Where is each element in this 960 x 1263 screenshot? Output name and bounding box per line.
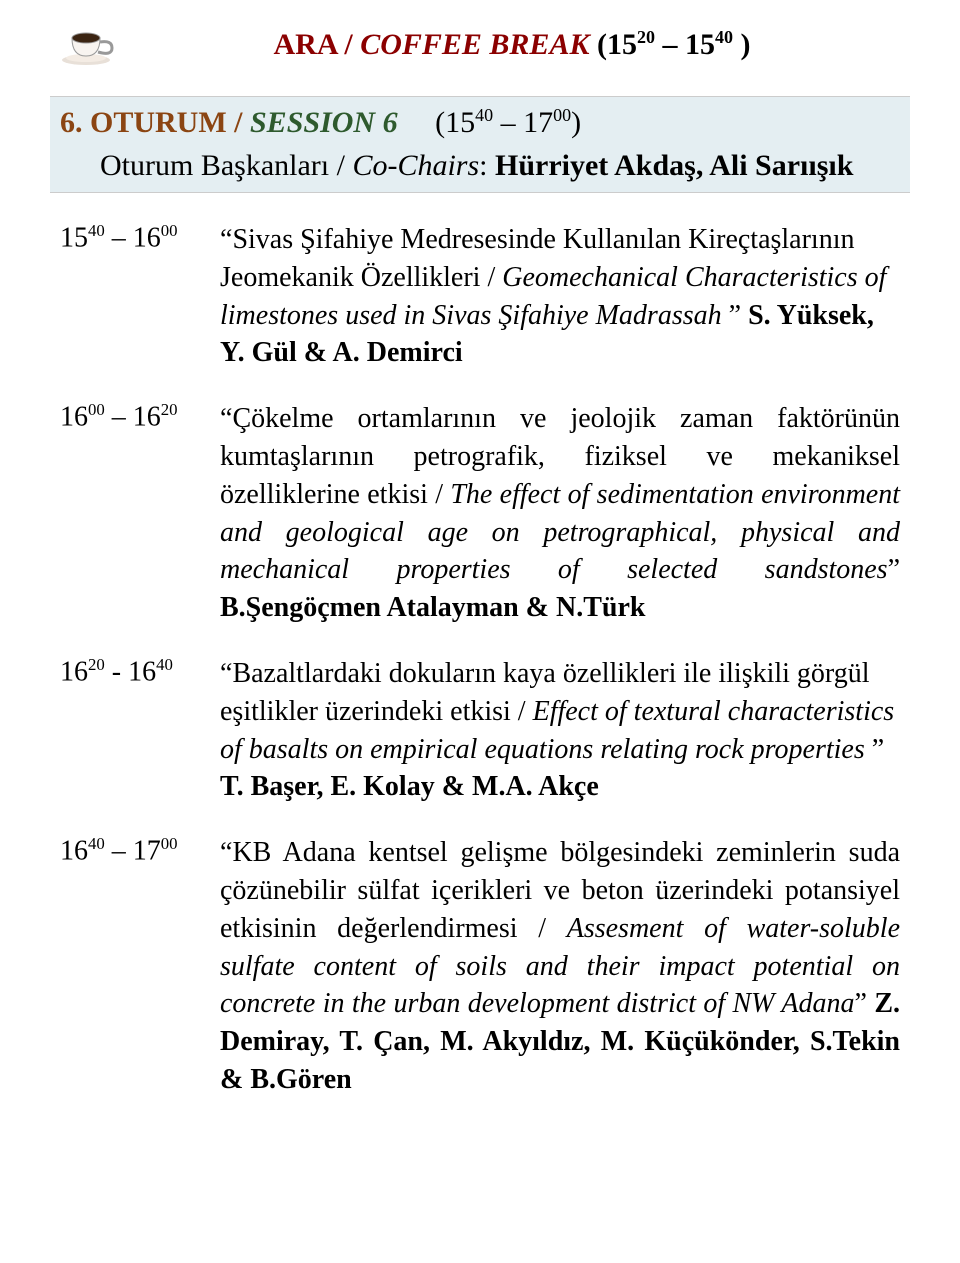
close-quote: ” (872, 734, 884, 765)
entry-content: “Bazaltlardaki dokuların kaya özellikler… (220, 655, 900, 806)
open-quote: “ (220, 403, 232, 434)
entry-time: 1600 – 1620 (60, 400, 220, 627)
break-ara: ARA / (274, 28, 361, 61)
chairs-names: Hürriyet Akdaş, Ali Sarıışık (495, 149, 853, 182)
entry-content: “Çökelme ortamlarının ve jeolojik zaman … (220, 400, 900, 627)
entry-time: 1640 – 1700 (60, 834, 220, 1099)
page: ARA / COFFEE BREAK (1520 – 1540 ) 6. OTU… (0, 0, 960, 1167)
entry-content: “Sivas Şifahiye Medresesinde Kullanılan … (220, 221, 900, 372)
entry-row: 1620 - 1640“Bazaltlardaki dokuların kaya… (60, 655, 900, 806)
open-quote: “ (220, 837, 232, 868)
entry-row: 1640 – 1700“KB Adana kentsel gelişme böl… (60, 834, 900, 1099)
entry-authors: T. Başer, E. Kolay & M.A. Akçe (220, 771, 599, 802)
close-quote: ” (855, 988, 875, 1019)
chairs-label-italic: Co-Chairs (352, 149, 479, 182)
chairs-label: Oturum Başkanları / (100, 149, 352, 182)
break-coffee-break: COFFEE BREAK (360, 28, 589, 61)
session-title-line: 6. OTURUM / SESSION 6 (1540 – 1700) (60, 103, 900, 144)
session-header: 6. OTURUM / SESSION 6 (1540 – 1700) Otur… (50, 96, 910, 193)
entry-row: 1540 – 1600“Sivas Şifahiye Medresesinde … (60, 221, 900, 372)
break-time: (1520 – 1540 ) (589, 28, 750, 61)
coffee-cup-icon (60, 20, 124, 68)
open-quote: “ (220, 224, 232, 255)
session-name-italic: SESSION 6 (250, 106, 398, 139)
entry-time: 1540 – 1600 (60, 221, 220, 372)
coffee-break-row: ARA / COFFEE BREAK (1520 – 1540 ) (60, 20, 900, 68)
session-chairs-line: Oturum Başkanları / Co-Chairs: Hürriyet … (60, 146, 900, 187)
close-quote: ” (888, 554, 900, 585)
entry-authors: B.Şengöçmen Atalayman & N.Türk (220, 592, 645, 623)
session-oturum: 6. OTURUM / (60, 106, 250, 139)
coffee-break-title: ARA / COFFEE BREAK (1520 – 1540 ) (124, 27, 900, 62)
entry-time: 1620 - 1640 (60, 655, 220, 806)
entries-container: 1540 – 1600“Sivas Şifahiye Medresesinde … (60, 221, 900, 1099)
entry-row: 1600 – 1620“Çökelme ortamlarının ve jeol… (60, 400, 900, 627)
entry-content: “KB Adana kentsel gelişme bölgesindeki z… (220, 834, 900, 1099)
close-quote: ” (729, 300, 748, 331)
session-time: (1540 – 1700) (398, 106, 582, 139)
open-quote: “ (220, 658, 232, 689)
